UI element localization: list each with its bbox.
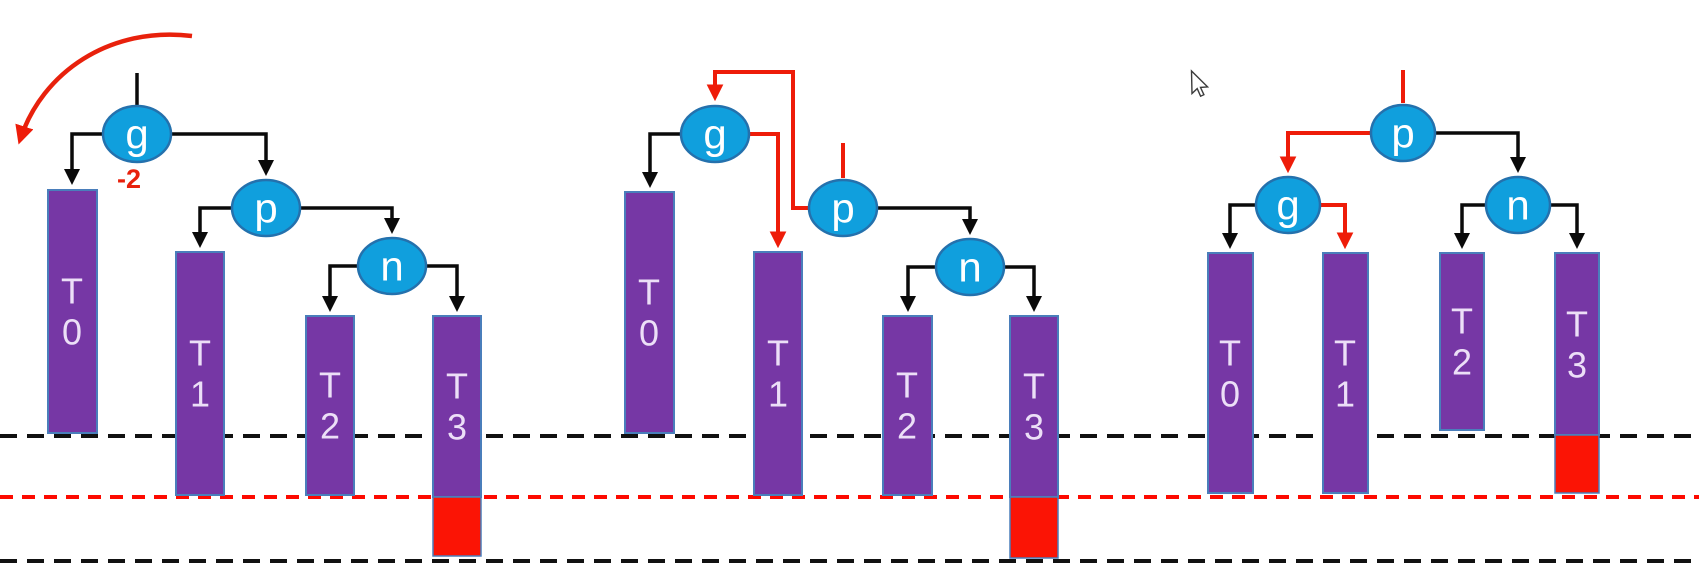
subtree-bar-t2 (305, 315, 355, 496)
edge-p-to-n (877, 206, 979, 236)
node-g (679, 104, 751, 164)
tree-right-after-rotation: p g n T 0 T 1 T 2 T 3 (1207, 70, 1600, 494)
bar-t2-label: 2 (1452, 342, 1472, 383)
tree-left-before-rotation: g p n -2 T 0 T 1 T 2 T 3 (15, 32, 482, 557)
bar-t3-label: T (1023, 366, 1045, 407)
bar-t3-label: 3 (1567, 345, 1587, 386)
bar-t2-label: 2 (320, 406, 340, 447)
edge-n-to-t3 (1004, 265, 1043, 313)
node-p (807, 178, 879, 238)
subtree-bar-t1 (1322, 252, 1369, 494)
edge-g-to-t0 (1221, 203, 1257, 250)
node-p-label: p (254, 185, 277, 232)
node-p-label: p (831, 185, 854, 232)
subtree-bar-t2 (882, 315, 933, 496)
subtree-bar-t0 (47, 189, 98, 434)
bar-t2-label: 2 (897, 406, 917, 447)
tree-middle-rewiring: g p n T 0 T 1 T 2 T 3 (624, 70, 1059, 559)
bar-t3-label: 3 (1024, 407, 1044, 448)
bar-t1-label: T (767, 333, 789, 374)
bar-t2-label: T (896, 365, 918, 406)
edge-p-to-n (1435, 131, 1527, 174)
rotation-arrow-icon (15, 32, 193, 145)
red-edge-g-to-t1 (749, 132, 787, 249)
height-guides (0, 434, 1699, 563)
mouse-cursor-icon (1190, 69, 1210, 98)
overflow-block-t3 (1009, 496, 1059, 559)
node-n-label: n (380, 243, 403, 290)
bar-t1-label: T (189, 333, 211, 374)
node-n (1484, 175, 1552, 235)
node-g-label: g (125, 111, 148, 158)
bar-t0-label: 0 (1220, 374, 1240, 415)
edge-g-to-t0 (641, 132, 681, 189)
node-n-label: n (1506, 182, 1529, 229)
bar-t3-label: T (446, 366, 468, 407)
bar-t1-label: 1 (1335, 374, 1355, 415)
edge-n-to-t3 (426, 264, 466, 313)
subtree-bar-t3 (1009, 315, 1059, 498)
bar-t2-label: T (319, 365, 341, 406)
subtree-bar-t3 (1554, 252, 1600, 436)
subtree-bar-t0 (1207, 252, 1254, 494)
overflow-block-t3 (1554, 434, 1600, 494)
bar-t0-label: 0 (62, 312, 82, 353)
bar-t1-label: 1 (190, 374, 210, 415)
bar-t0-label: T (1219, 333, 1241, 374)
red-edge-g-to-t1 (1319, 203, 1354, 250)
subtree-bar-t0 (624, 191, 675, 434)
subtree-bar-t1 (753, 251, 803, 496)
bar-t1-label: 1 (768, 374, 788, 415)
node-n (934, 237, 1006, 297)
node-g (101, 104, 173, 164)
bar-t3-label: T (1566, 304, 1588, 345)
node-p-label: p (1391, 110, 1414, 157)
bar-t0-label: T (638, 272, 660, 313)
node-g-label: g (703, 111, 726, 158)
node-p (1369, 103, 1437, 163)
edge-n-to-t3 (1549, 203, 1586, 250)
bar-t1-label: T (1334, 333, 1356, 374)
node-g-label: g (1276, 182, 1299, 229)
edge-g-to-t0 (63, 132, 103, 186)
bar-t3-label: 3 (447, 407, 467, 448)
node-p (230, 178, 302, 238)
node-n-label: n (958, 244, 981, 291)
red-edge-p-to-g (706, 70, 810, 210)
node-n (356, 236, 428, 296)
subtree-bar-t2 (1439, 252, 1485, 431)
bar-t0-label: T (61, 271, 83, 312)
subtree-bar-t1 (175, 251, 225, 496)
bar-t0-label: 0 (639, 313, 659, 354)
node-g (1254, 175, 1322, 235)
balance-factor-label: -2 (117, 164, 141, 194)
edge-p-to-n (300, 206, 401, 235)
edge-n-to-t2 (321, 264, 358, 313)
overflow-block-t3 (432, 496, 482, 557)
edge-p-to-t1 (191, 206, 232, 249)
red-edge-p-to-g (1279, 131, 1371, 174)
bar-t2-label: T (1451, 301, 1473, 342)
edge-g-to-p (172, 132, 275, 177)
edge-n-to-t2 (1453, 203, 1487, 250)
edge-n-to-t2 (899, 265, 936, 313)
